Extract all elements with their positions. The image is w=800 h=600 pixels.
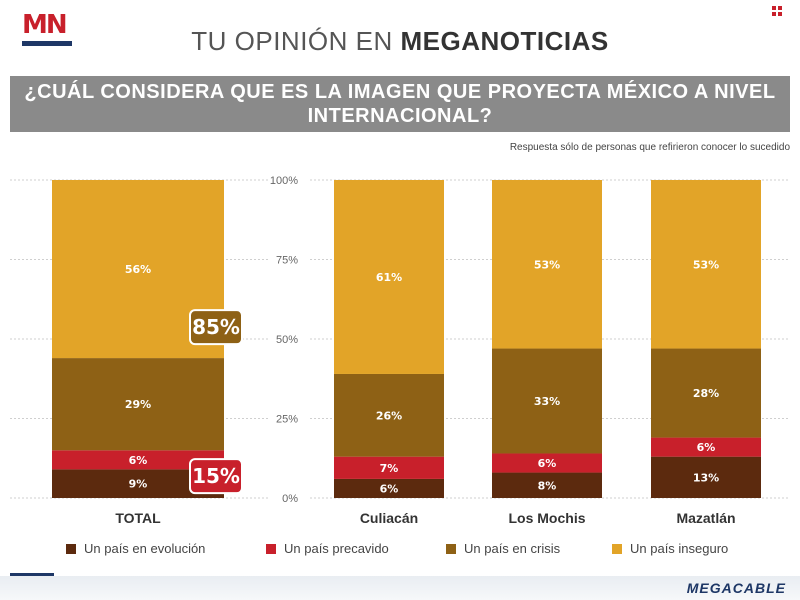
legend-swatch xyxy=(66,544,76,554)
value-label: 61% xyxy=(376,271,402,284)
bar-segment xyxy=(334,456,444,479)
legend-label: Un país en crisis xyxy=(464,541,561,556)
value-label: 7% xyxy=(380,462,399,475)
bar-segment xyxy=(651,348,761,438)
legend-swatch xyxy=(446,544,456,554)
legend-item: Un país precavido xyxy=(266,541,389,556)
title-prefix: TU OPINIÓN EN xyxy=(191,26,401,56)
bar-segment xyxy=(492,472,602,498)
category-label: TOTAL xyxy=(115,510,161,526)
bar-segment xyxy=(651,180,761,349)
y-tick-label: 0% xyxy=(282,493,298,505)
y-tick-label: 25% xyxy=(276,414,298,426)
value-labels: 9% 6% 29% 56% 6% 7% 26% 61% 8% 6% 33% 53% 13% 6% 28% 53… xyxy=(125,258,719,495)
bar-cap xyxy=(492,180,602,188)
bar-segment xyxy=(651,437,761,457)
callout-bottom-label: 15% xyxy=(192,464,240,488)
category-labels: TOTAL Culiacán Los Mochis Mazatlán xyxy=(115,510,735,526)
footer-band xyxy=(0,576,800,600)
bar-segment xyxy=(334,180,444,374)
legend: Un país en evolución Un país precavido Un … xyxy=(0,541,800,559)
value-label: 6% xyxy=(380,482,399,495)
bar-cap xyxy=(334,180,444,188)
y-tick-label: 50% xyxy=(276,334,298,346)
legend-label: Un país en evolución xyxy=(84,541,206,556)
value-label: 29% xyxy=(125,398,151,411)
respondent-note: Respuesta sólo de personas que refiriero… xyxy=(509,142,790,153)
value-label: 53% xyxy=(534,258,560,271)
page-title: TU OPINIÓN EN MEGANOTICIAS xyxy=(0,26,800,57)
bars xyxy=(52,180,761,498)
legend-swatch xyxy=(266,544,276,554)
value-label: 9% xyxy=(129,478,148,491)
legend-label: Un país precavido xyxy=(284,541,389,556)
bar-segment xyxy=(492,180,602,349)
stacked-bar-chart: 0% 25% 50% 75% 100% 9% 6% 29% 56% 6% 7% 26% 61% 8% 6%… xyxy=(10,175,790,526)
bar-cap xyxy=(651,180,761,188)
legend-swatch xyxy=(612,544,622,554)
value-label: 6% xyxy=(129,454,148,467)
bar-segment xyxy=(52,450,224,470)
bar-segment xyxy=(492,453,602,473)
callout-top-box xyxy=(189,309,243,346)
value-label: 56% xyxy=(125,263,151,276)
value-label: 8% xyxy=(538,479,557,492)
y-tick-label: 100% xyxy=(270,175,298,187)
bar-cap xyxy=(52,180,224,188)
bar-segment xyxy=(334,373,444,457)
category-label: Los Mochis xyxy=(508,510,585,526)
logo-underline xyxy=(22,41,72,46)
value-label: 6% xyxy=(538,457,557,470)
title-brand: MEGANOTICIAS xyxy=(400,26,609,56)
value-label: 53% xyxy=(693,258,719,271)
value-label: 33% xyxy=(534,395,560,408)
legend-item: Un país en crisis xyxy=(446,541,560,556)
legend-item: Un país en evolución xyxy=(66,541,205,556)
bar-segment xyxy=(52,358,224,451)
category-label: Mazatlán xyxy=(676,510,735,526)
grid-icon[interactable] xyxy=(772,6,782,16)
bar-segment xyxy=(334,478,444,498)
meganoticias-logo: MN xyxy=(22,10,78,46)
legend-label: Un país inseguro xyxy=(630,541,729,556)
footer-accent-line xyxy=(10,573,54,576)
y-tick-label: 75% xyxy=(276,255,298,267)
value-label: 13% xyxy=(693,471,719,484)
callouts: 85% 15% xyxy=(189,309,243,495)
logo-text: MN xyxy=(22,10,68,40)
callout-top-label: 85% xyxy=(192,315,240,339)
legend-item: Un país inseguro xyxy=(612,541,728,556)
megacable-logo: MEGACABLE xyxy=(686,580,786,596)
value-label: 28% xyxy=(693,387,719,400)
question-banner: ¿CUÁL CONSIDERA QUE ES LA IMAGEN QUE PRO… xyxy=(10,76,790,132)
bar-segment xyxy=(492,348,602,454)
bar-segment xyxy=(651,456,761,498)
category-label: Culiacán xyxy=(360,510,418,526)
y-axis-ticks: 0% 25% 50% 75% 100% xyxy=(270,175,298,505)
value-label: 6% xyxy=(697,441,716,454)
value-label: 26% xyxy=(376,409,402,422)
callout-bottom-box xyxy=(189,458,243,495)
